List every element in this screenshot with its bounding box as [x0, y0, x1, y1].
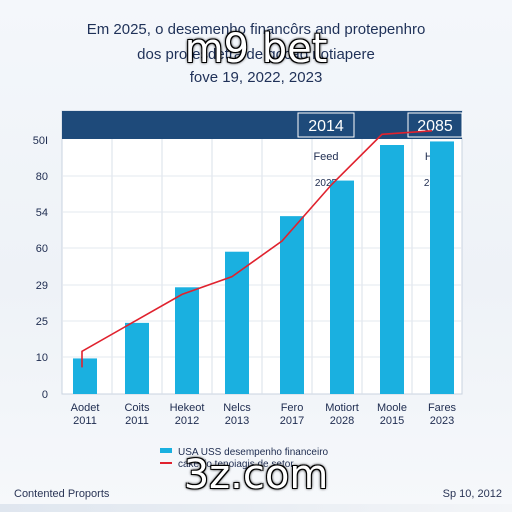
watermark-top: m9 bet: [184, 26, 328, 72]
x-category-label: Fares: [428, 402, 457, 414]
x-year-label: 2028: [330, 415, 354, 427]
bar: [225, 251, 249, 394]
header-cell-1: [297, 112, 355, 138]
x-year-label: 2023: [430, 415, 454, 427]
y-tick-label: 60: [36, 243, 48, 255]
bar: [125, 322, 149, 394]
bar: [280, 216, 304, 394]
header-label-1: 2014: [308, 118, 344, 135]
chart-title-line-1: Em 2025, o desemenho financôrs and prote…: [86, 21, 426, 38]
column-label-1: Feed: [313, 151, 338, 163]
x-year-label: 2017: [280, 415, 304, 427]
x-category-label: Fero: [281, 402, 304, 414]
y-tick-label: 25: [36, 316, 48, 328]
top-value-label-1: 2025: [315, 178, 338, 189]
x-category-label: Nelcs: [223, 402, 251, 414]
trend-line: [81, 129, 433, 368]
header-label-2: 2085: [417, 118, 453, 135]
chart-title-line-2: dos proresdetra de gocao notiapere: [137, 46, 375, 63]
x-year-label: 2012: [175, 415, 199, 427]
y-tick-label: 29: [36, 280, 48, 292]
chart-title-line-3: fove 19, 2022, 2023: [189, 69, 323, 86]
x-year-label: 2011: [125, 415, 149, 427]
x-category-label: Motiort: [325, 402, 359, 414]
header-cell-2: [407, 112, 463, 138]
legend-label-line: cakesio tenoiagis de setor: [178, 459, 294, 470]
x-category-label: Aodet: [71, 402, 100, 414]
x-category-label: Coits: [124, 402, 150, 414]
legend-label-bar: USA USS desempenho financeiro: [178, 447, 329, 458]
y-tick-label: 10: [36, 352, 48, 364]
header-bar: [62, 111, 462, 139]
footer-bar: [0, 504, 512, 512]
bar: [330, 180, 354, 394]
x-category-label: Moole: [377, 402, 407, 414]
y-tick-label: 54: [36, 207, 48, 219]
footer-date: Sp 10, 2012: [442, 488, 502, 500]
y-tick-label: 50I: [33, 135, 48, 147]
x-year-label: 2013: [225, 415, 249, 427]
x-year-label: 2015: [380, 415, 404, 427]
x-category-label: Hekeot: [170, 402, 205, 414]
bar: [380, 145, 404, 394]
bar: [430, 141, 454, 394]
x-year-label: 2011: [73, 415, 97, 427]
footer-source: Contented Proports: [14, 488, 110, 500]
y-tick-label: 80: [36, 171, 48, 183]
watermark-bottom: 3z.com: [183, 452, 329, 498]
legend-swatch-bar: [160, 448, 172, 453]
bar: [175, 287, 199, 394]
bar: [73, 358, 97, 394]
y-tick-label: 0: [42, 389, 48, 401]
